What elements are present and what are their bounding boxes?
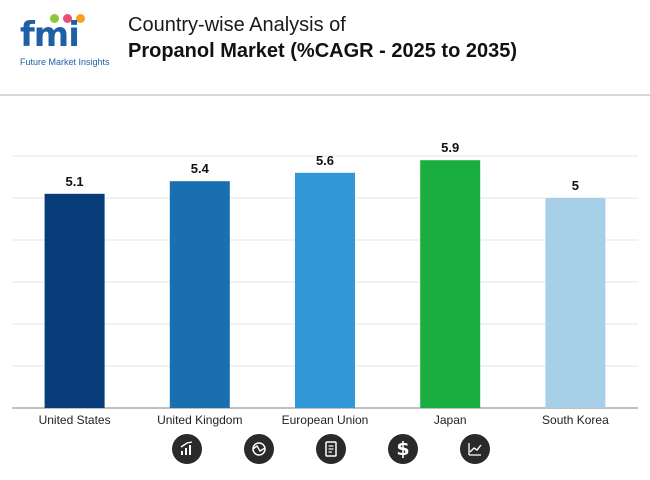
bar-european-union: [295, 172, 355, 408]
bar-south-korea: [545, 198, 606, 408]
logo-tagline: Future Market Insights: [20, 57, 110, 67]
data-label: 5.6: [316, 153, 334, 168]
data-label: 5: [572, 178, 579, 193]
x-tick-label: European Union: [282, 413, 369, 427]
data-label: 5.1: [66, 174, 84, 189]
logo-dots: [50, 10, 110, 23]
x-tick-label: United States: [39, 413, 111, 427]
data-label: 5.9: [441, 140, 459, 155]
logo-dot-pink: [63, 14, 72, 23]
chart-title-line1: Country-wise Analysis of: [128, 14, 346, 36]
fmi-logo: fmi Future Market Insights: [20, 10, 110, 72]
bar-united-states: [44, 193, 105, 408]
x-tick-label: United Kingdom: [157, 413, 242, 427]
cycle-chart-icon: [244, 434, 274, 464]
header: fmi Future Market Insights Country-wise …: [0, 0, 650, 96]
logo-letters: fmi: [20, 15, 80, 55]
x-tick-label: South Korea: [542, 413, 609, 427]
chart-title-line2: Propanol Market (%CAGR - 2025 to 2035): [128, 40, 517, 62]
dollar-icon: $: [388, 434, 418, 464]
bar-united-kingdom: [169, 181, 230, 408]
bar-growth-icon: [172, 434, 202, 464]
header-divider: [0, 94, 650, 96]
data-label: 5.4: [191, 161, 210, 176]
document-icon: [316, 434, 346, 464]
footer-icon-row: $: [0, 434, 650, 474]
x-tick-label: Japan: [434, 413, 467, 427]
logo-dot-green: [50, 14, 59, 23]
bar-chart: 5.1 United States 5.4 United Kingdom 5.6 Euro…: [12, 140, 638, 427]
bar-japan: [420, 160, 481, 408]
trend-chart-icon: [460, 434, 490, 464]
logo-dot-orange: [76, 14, 85, 23]
